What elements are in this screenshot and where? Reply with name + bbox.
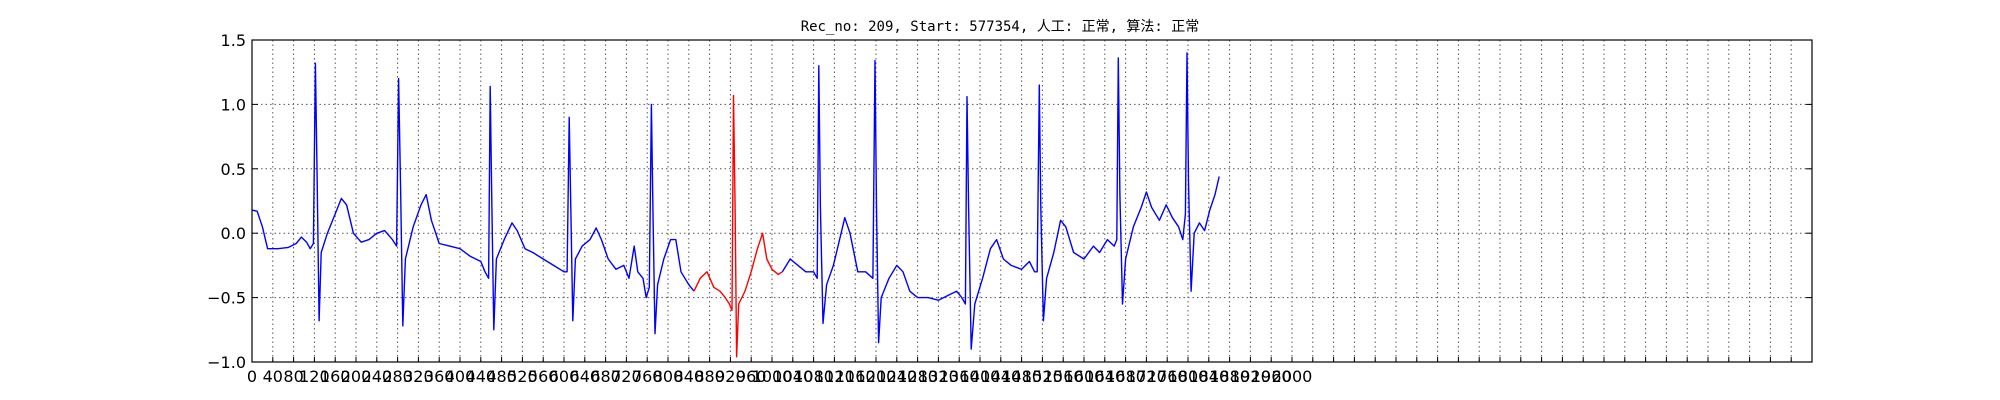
plot-lines [251, 52, 1220, 358]
ecg-segment-normal [781, 52, 1220, 350]
x-tick-label: 1240 [876, 367, 917, 386]
y-axis-ticks: −1.0 −0.5 0.0 0.5 1.0 1.5 [207, 31, 1812, 372]
x-tick-label: 440 [466, 367, 497, 386]
y-tick-label: 1.5 [221, 31, 246, 50]
x-tick-label: 1360 [939, 367, 980, 386]
x-tick-label: 1320 [918, 367, 959, 386]
x-tick-label: 1640 [1084, 367, 1125, 386]
ecg-segment-normal [251, 62, 695, 335]
x-tick-label: 1440 [980, 367, 1021, 386]
plot-frame [251, 39, 1813, 363]
grid [252, 40, 1812, 362]
x-tick-label: 1840 [1188, 367, 1229, 386]
x-tick-label: 1000 [752, 367, 793, 386]
x-tick-label: 80 [283, 367, 303, 386]
x-tick-label: 240 [362, 367, 393, 386]
x-tick-label: 120 [299, 367, 330, 386]
x-tick-label: 1080 [793, 367, 834, 386]
x-tick-label: 1960 [1251, 367, 1292, 386]
x-tick-label: 1280 [897, 367, 938, 386]
y-tick-label: 0.0 [221, 224, 246, 243]
x-tick-label: 280 [382, 367, 413, 386]
ecg-segment-highlight [693, 94, 783, 358]
x-tick-label: 1800 [1168, 367, 1209, 386]
x-tick-label: 1200 [856, 367, 897, 386]
x-tick-label: 920 [715, 367, 746, 386]
x-tick-label: 0 [247, 367, 257, 386]
x-tick-label: 760 [632, 367, 663, 386]
x-tick-label: 1760 [1147, 367, 1188, 386]
x-tick-label: 1520 [1022, 367, 1063, 386]
y-tick-label: 0.5 [221, 160, 246, 179]
x-tick-label: 520 [507, 367, 538, 386]
x-tick-label: 160 [320, 367, 351, 386]
y-tick-label: −1.0 [207, 353, 246, 372]
x-axis-ticks: 0 40 8012016020024028032036040044048052056… [247, 357, 1813, 386]
y-tick-label: 1.0 [221, 95, 246, 114]
chart-title: Rec_no: 209, Start: 577354, 人工: 正常, 算法: … [801, 19, 1200, 35]
x-tick-label: 400 [445, 367, 476, 386]
x-tick-label: 960 [736, 367, 767, 386]
x-tick-label: 1040 [772, 367, 813, 386]
x-tick-label: 360 [424, 367, 455, 386]
x-tick-label: 880 [694, 367, 725, 386]
x-tick-label: 640 [570, 367, 601, 386]
x-tick-label: 200 [341, 367, 372, 386]
x-tick-label: 2000 [1272, 367, 1313, 386]
x-tick-label: 840 [674, 367, 705, 386]
x-tick-label: 680 [590, 367, 621, 386]
x-tick-label: 480 [486, 367, 517, 386]
x-tick-label: 1600 [1064, 367, 1105, 386]
x-tick-label: 800 [653, 367, 684, 386]
x-tick-label: 1720 [1126, 367, 1167, 386]
x-tick-label: 320 [403, 367, 434, 386]
x-tick-label: 40 [263, 367, 283, 386]
x-tick-label: 1560 [1043, 367, 1084, 386]
x-tick-label: 1160 [835, 367, 876, 386]
x-tick-label: 1920 [1230, 367, 1271, 386]
x-tick-label: 720 [611, 367, 642, 386]
y-tick-label: −0.5 [207, 289, 246, 308]
x-tick-label: 600 [549, 367, 580, 386]
x-tick-label: 1120 [814, 367, 855, 386]
x-tick-label: 1480 [1001, 367, 1042, 386]
x-tick-label: 1880 [1209, 367, 1250, 386]
x-tick-label: 560 [528, 367, 559, 386]
x-tick-label: 1400 [960, 367, 1001, 386]
x-tick-label: 1680 [1105, 367, 1146, 386]
